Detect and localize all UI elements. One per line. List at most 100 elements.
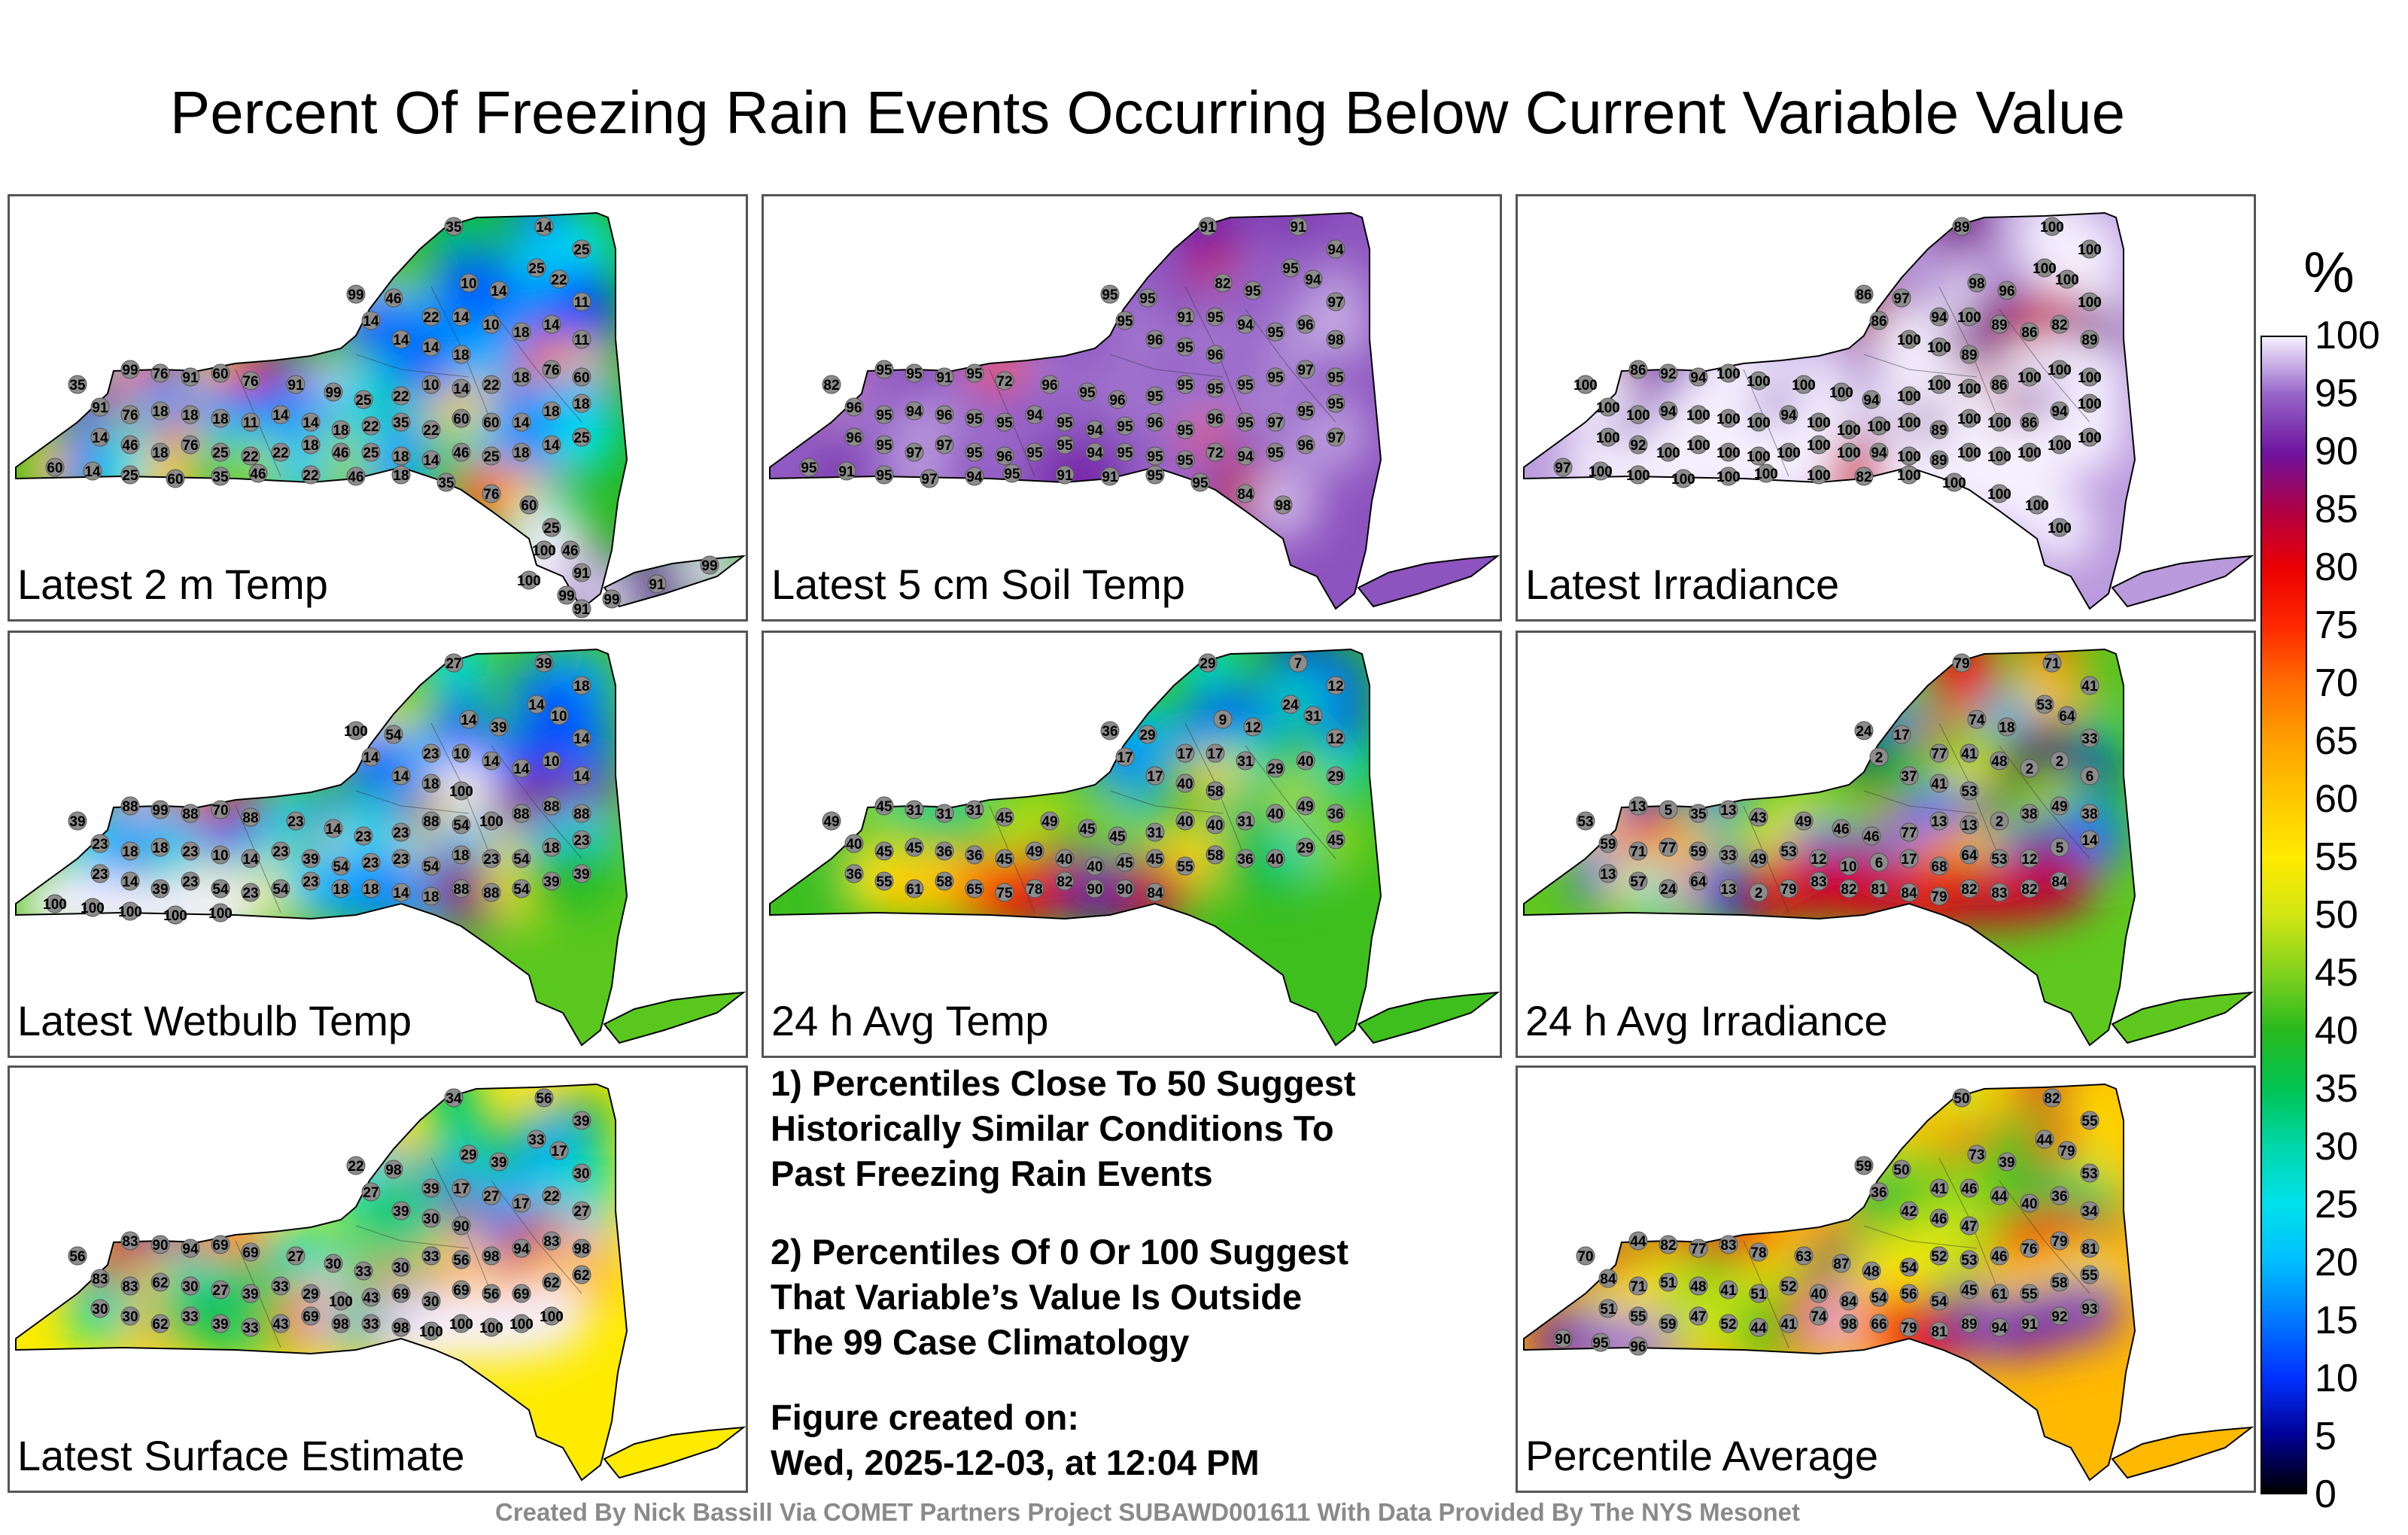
station-value: 22 xyxy=(393,389,409,405)
station-value: 99 xyxy=(558,588,574,604)
station-marker: 95 xyxy=(1002,464,1022,483)
note-1-line-1: 1) Percentiles Close To 50 Suggest xyxy=(771,1063,1356,1103)
station-marker: 25 xyxy=(572,427,591,447)
station-marker: 100 xyxy=(517,570,541,590)
station-value: 31 xyxy=(936,807,953,822)
station-value: 95 xyxy=(1282,261,1299,277)
station-marker: 99 xyxy=(700,555,719,575)
station-marker: 92 xyxy=(2050,1306,2069,1326)
station-marker: 76 xyxy=(120,405,140,424)
station-value: 51 xyxy=(1750,1287,1767,1302)
station-marker: 47 xyxy=(1960,1216,1979,1236)
station-marker: 18 xyxy=(512,442,531,462)
station-marker: 17 xyxy=(1145,766,1165,786)
station-value: 46 xyxy=(1961,1181,1977,1197)
station-value: 96 xyxy=(996,449,1012,465)
station-value: 13 xyxy=(1720,803,1736,819)
station-value: 40 xyxy=(1267,807,1283,822)
station-value: 18 xyxy=(122,844,138,860)
station-value: 48 xyxy=(1690,1279,1706,1295)
station-marker: 94 xyxy=(1929,307,1949,327)
station-marker: 30 xyxy=(572,1163,591,1183)
colorbar-tick-label: 75 xyxy=(2315,603,2358,647)
station-value: 96 xyxy=(846,400,862,416)
station-marker: 33 xyxy=(2080,728,2099,748)
station-marker: 17 xyxy=(549,1141,569,1160)
station-marker: 86 xyxy=(1854,284,1874,304)
station-value: 90 xyxy=(453,1219,469,1235)
station-marker: 24 xyxy=(1659,879,1678,898)
station-value: 31 xyxy=(1237,754,1254,770)
station-value: 71 xyxy=(2044,656,2060,672)
station-value: 30 xyxy=(423,1294,439,1310)
station-marker: 59 xyxy=(1659,1314,1678,1333)
station-marker: 55 xyxy=(2020,1284,2039,1303)
station-value: 14 xyxy=(573,769,590,785)
station-value: 82 xyxy=(1215,276,1230,292)
station-marker: 10 xyxy=(482,315,501,334)
station-marker: 38 xyxy=(2020,804,2039,823)
station-marker: 86 xyxy=(2020,322,2039,342)
station-marker: 100 xyxy=(2078,367,2102,387)
station-value: 95 xyxy=(876,363,892,378)
station-value: 79 xyxy=(1780,882,1796,898)
station-marker: 91 xyxy=(181,367,200,387)
station-value: 92 xyxy=(2051,1309,2067,1325)
station-marker: 22 xyxy=(549,269,569,289)
station-value: 40 xyxy=(2021,1196,2037,1212)
station-value: 95 xyxy=(1267,370,1284,386)
station-value: 14 xyxy=(528,698,545,713)
station-marker: 60 xyxy=(482,412,501,432)
station-marker: 91 xyxy=(1100,467,1120,486)
station-value: 18 xyxy=(453,348,469,363)
station-value: 84 xyxy=(1147,886,1163,901)
map-svg: 50 82 55 44 73 39 79 53 59 50 41 46 44 40 36 34 36 42 46 47… xyxy=(1523,1083,2254,1482)
station-marker: 40 xyxy=(1175,811,1195,831)
map-svg: 35 14 25 25 10 14 22 11 99 46 22 14 10 18 14 11 14 14 14 18… xyxy=(15,211,746,619)
station-value: 95 xyxy=(1102,287,1118,303)
colorbar-tick-label: 10 xyxy=(2315,1357,2358,1400)
station-marker: 54 xyxy=(512,849,531,868)
station-value: 95 xyxy=(1117,314,1133,330)
station-marker: 62 xyxy=(572,1265,591,1284)
station-marker: 23 xyxy=(271,841,290,861)
station-marker: 96 xyxy=(844,427,864,447)
station-value: 79 xyxy=(2051,1234,2067,1250)
station-value: 86 xyxy=(2021,325,2037,341)
station-value: 61 xyxy=(906,882,923,898)
station-marker: 39 xyxy=(534,653,554,673)
station-value: 100 xyxy=(1957,412,1981,427)
station-value: 22 xyxy=(423,310,439,326)
station-value: 91 xyxy=(573,566,590,582)
station-marker: 54 xyxy=(1899,1257,1919,1277)
station-marker: 99 xyxy=(557,585,576,605)
station-value: 91 xyxy=(1290,220,1306,236)
station-value: 45 xyxy=(876,844,892,860)
station-marker: 49 xyxy=(1794,811,1814,831)
station-value: 69 xyxy=(453,1283,469,1299)
station-value: 36 xyxy=(1871,1185,1887,1201)
station-marker: 91 xyxy=(1288,217,1308,236)
station-value: 100 xyxy=(2078,370,2102,386)
map-panel-7: 34 56 39 33 29 39 17 30 22 98 39 17 27 17 22 27 27 39 30 90… xyxy=(8,1065,748,1493)
station-value: 35 xyxy=(212,470,229,485)
station-value: 55 xyxy=(2081,1114,2098,1129)
station-value: 100 xyxy=(329,1294,353,1310)
station-value: 2 xyxy=(1755,886,1763,901)
station-marker: 14 xyxy=(361,747,381,767)
panel-label: Percentile Average xyxy=(1525,1432,1879,1479)
station-value: 81 xyxy=(2081,1242,2098,1257)
station-marker: 100 xyxy=(2078,394,2102,413)
station-marker: 41 xyxy=(2080,676,2099,695)
station-marker: 71 xyxy=(2042,653,2062,673)
station-value: 91 xyxy=(1057,468,1073,484)
station-marker: 88 xyxy=(241,807,260,827)
station-marker: 33 xyxy=(361,1314,381,1333)
station-value: 38 xyxy=(2081,807,2097,822)
station-value: 100 xyxy=(419,1324,443,1340)
station-value: 17 xyxy=(1177,746,1193,762)
station-marker: 88 xyxy=(421,811,441,831)
station-marker: 77 xyxy=(1659,837,1678,857)
station-value: 98 xyxy=(483,1249,499,1265)
station-marker: 75 xyxy=(995,883,1014,902)
